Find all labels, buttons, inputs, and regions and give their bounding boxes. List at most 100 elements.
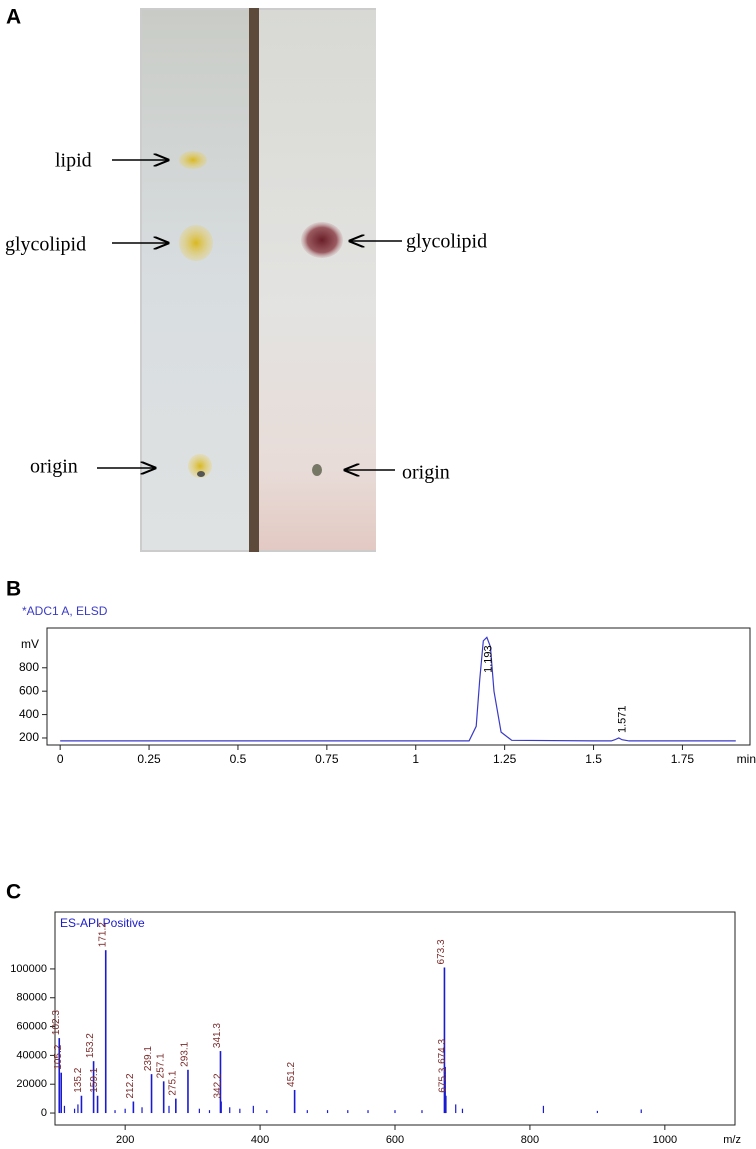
spot — [179, 225, 213, 261]
minor-peak — [326, 1110, 329, 1114]
plot-frame — [54, 911, 736, 1126]
y-tick-label: 600 — [19, 683, 39, 697]
minor-peak — [252, 1105, 254, 1114]
x-tick-label: 0 — [57, 752, 64, 766]
y-axis-label: mV — [21, 637, 39, 651]
x-tick-label: 0.25 — [137, 752, 161, 766]
panel-label: A — [6, 6, 21, 29]
y-tick-label: 200 — [19, 730, 39, 744]
y-tick-label: 800 — [19, 660, 39, 674]
x-tick-label: 0.5 — [230, 752, 247, 766]
peak-bar — [444, 1095, 447, 1114]
peak-label: 159.1 — [89, 1067, 100, 1092]
spot — [301, 222, 343, 258]
peak-label: 1.571 — [617, 705, 629, 733]
peak-label: 293.1 — [180, 1041, 191, 1066]
peak-label: 171.2 — [97, 922, 108, 947]
peak-bar — [444, 1066, 446, 1114]
peak-label: 105.2 — [53, 1044, 64, 1069]
peak-label: 1.193 — [482, 645, 494, 673]
minor-peak — [229, 1107, 231, 1114]
peak-label: 342.2 — [213, 1073, 224, 1098]
minor-peak — [198, 1108, 200, 1114]
peak-bar — [96, 1095, 99, 1114]
minor-peak — [394, 1110, 396, 1114]
peak-bar — [175, 1098, 177, 1114]
photo-label: origin — [30, 456, 78, 478]
y-tick-label: 0 — [41, 1107, 47, 1119]
peak-label: 275.1 — [167, 1070, 178, 1095]
peak-bar — [187, 1069, 189, 1114]
peak-bar — [162, 1081, 165, 1114]
minor-peak — [596, 1110, 598, 1114]
minor-peak — [63, 1105, 66, 1114]
x-axis-label: m/z — [723, 1134, 741, 1146]
minor-peak — [168, 1105, 170, 1114]
panel-label: C — [6, 881, 21, 904]
photo-label: glycolipid — [406, 231, 487, 253]
photo-label: lipid — [55, 150, 92, 172]
minor-peak — [461, 1108, 464, 1114]
peak-label: 673.3 — [436, 939, 447, 964]
minor-peak — [124, 1108, 126, 1114]
y-tick-label: 100000 — [10, 963, 47, 975]
chart-title: ES-API Positive — [60, 916, 145, 930]
minor-peak — [141, 1107, 143, 1114]
y-tick-label: 40000 — [16, 1049, 47, 1061]
y-tick-label: 400 — [19, 707, 39, 721]
peak-bar — [58, 1038, 61, 1114]
x-tick-label: 1000 — [653, 1134, 677, 1146]
peak-bar — [220, 1101, 222, 1114]
peak-bar — [219, 1051, 222, 1114]
peak-label: 239.1 — [143, 1046, 154, 1071]
minor-peak — [266, 1110, 268, 1114]
chart-title: *ADC1 A, ELSD — [22, 604, 108, 618]
x-tick-label: 400 — [251, 1134, 269, 1146]
peak-label: 212.2 — [125, 1073, 136, 1098]
peak-label: 135.2 — [73, 1067, 84, 1092]
minor-peak — [421, 1110, 423, 1114]
x-tick-label: 800 — [521, 1134, 539, 1146]
photo-label: glycolipid — [5, 234, 86, 256]
peak-label: 675.3 — [437, 1067, 448, 1092]
chromatogram-line — [60, 636, 736, 742]
peak-label: 341.3 — [212, 1023, 223, 1048]
minor-peak — [73, 1108, 76, 1114]
spot — [188, 454, 212, 478]
peak-label: 153.2 — [85, 1033, 96, 1058]
spot — [197, 471, 205, 477]
minor-peak — [114, 1110, 116, 1114]
peak-label: 451.2 — [286, 1062, 297, 1087]
tlc-photo: lipid glycolipid origin glycolipid origi… — [5, 8, 487, 552]
minor-peak — [208, 1110, 211, 1114]
peak-bar — [150, 1074, 153, 1114]
peak-bar — [80, 1095, 83, 1114]
minor-peak — [306, 1110, 308, 1114]
minor-peak — [640, 1109, 642, 1114]
spot — [179, 151, 207, 169]
peak-label: 674.3 — [437, 1038, 448, 1063]
peak-label: 257.1 — [155, 1053, 166, 1078]
peak-bar — [104, 950, 107, 1114]
tlc-plate — [259, 10, 376, 550]
plate-gap — [249, 8, 259, 552]
spot — [312, 464, 322, 476]
x-axis-label: min — [737, 752, 756, 766]
peak-bar — [92, 1061, 95, 1114]
y-tick-label: 80000 — [16, 992, 47, 1004]
peak-bar — [293, 1089, 296, 1114]
peak-bar — [443, 967, 446, 1114]
peak-label: 102.3 — [51, 1010, 62, 1035]
y-tick-label: 20000 — [16, 1078, 47, 1090]
minor-peak — [367, 1110, 369, 1114]
minor-peak — [77, 1104, 79, 1114]
x-tick-label: 1.25 — [493, 752, 517, 766]
panel-label: B — [6, 578, 21, 601]
minor-peak — [347, 1110, 349, 1114]
x-tick-label: 0.75 — [315, 752, 339, 766]
minor-peak — [239, 1108, 241, 1114]
minor-peak — [455, 1104, 457, 1114]
x-tick-label: 1.5 — [585, 752, 602, 766]
